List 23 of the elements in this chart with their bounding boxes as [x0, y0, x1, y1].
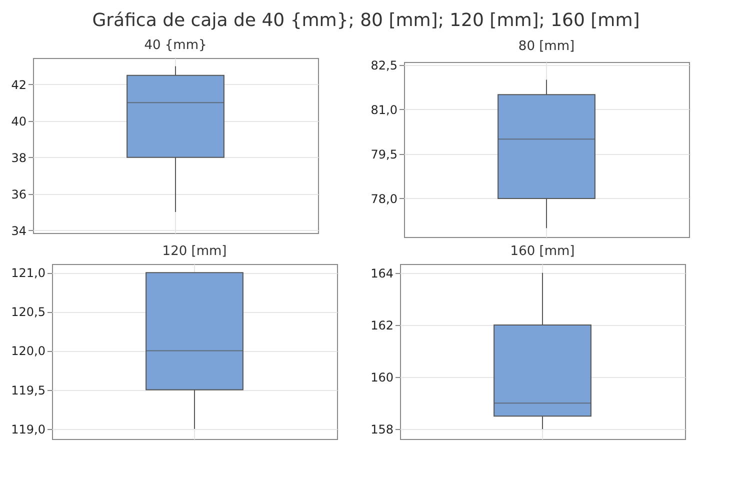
- y-tick-label: 121,0: [11, 266, 46, 280]
- chart-subtitle: 80 [mm]: [518, 38, 575, 54]
- y-tick-label: 36: [11, 187, 26, 202]
- y-tick-label: 42: [11, 78, 26, 92]
- y-tick-label: 34: [11, 224, 26, 238]
- y-tick-label: 120,5: [11, 305, 46, 320]
- text: Gráfica de caja de 40 {mm}; 80 [mm]; 120 [mm]; 160 [mm]: [91, 9, 641, 33]
- chart-subtitle: 40 {mm}: [144, 38, 207, 53]
- y-tick-label: 119,0: [11, 422, 46, 436]
- y-tick-label: 82,5: [370, 58, 398, 72]
- y-tick-label: 158: [370, 422, 394, 437]
- y-tick-label: 120,0: [11, 344, 46, 358]
- chart-subtitle: 120 [mm]: [162, 244, 227, 259]
- y-tick-label: 162: [370, 318, 394, 332]
- chart-subtitle: 160 [mm]: [510, 244, 575, 259]
- y-tick-label: 38: [11, 150, 26, 165]
- y-tick-label: 119,5: [11, 383, 46, 398]
- y-tick-label: 160: [370, 370, 394, 385]
- y-tick-label: 79,5: [370, 147, 398, 162]
- y-tick-label: 81,0: [370, 102, 398, 117]
- y-tick-label: 164: [370, 266, 394, 280]
- y-tick-label: 40: [11, 114, 26, 128]
- y-tick-label: 78,0: [370, 192, 398, 206]
